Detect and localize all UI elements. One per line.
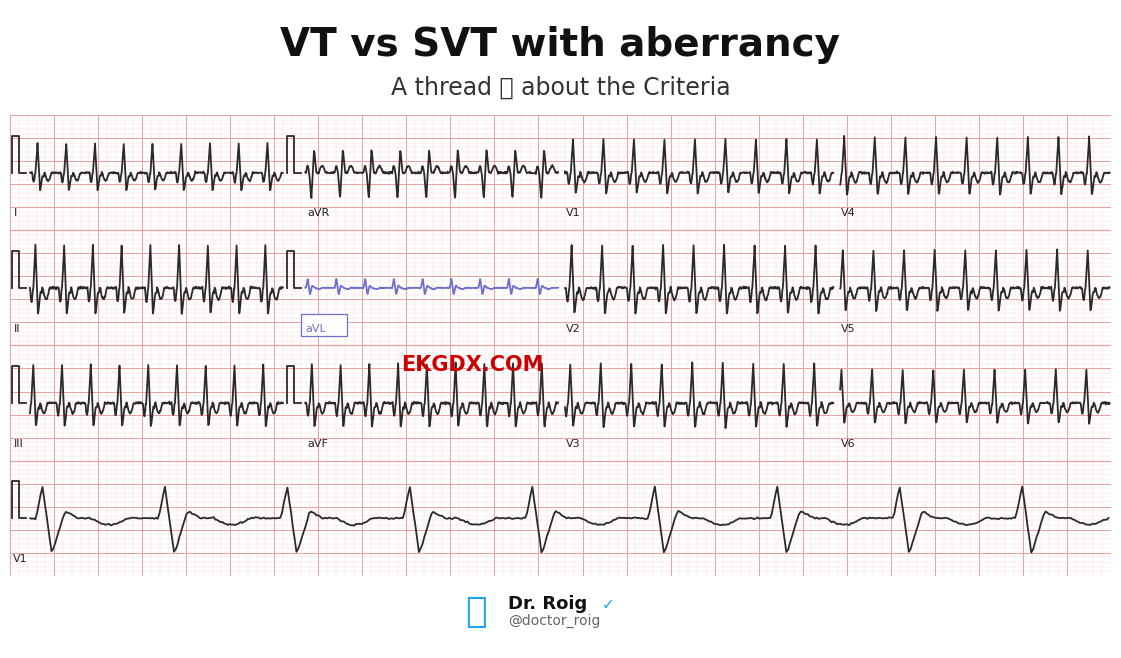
Text: V1: V1 (566, 209, 581, 218)
FancyBboxPatch shape (300, 314, 346, 336)
Text: @doctor_roig: @doctor_roig (508, 614, 600, 628)
Text: aVR: aVR (307, 209, 330, 218)
Text: V6: V6 (841, 439, 855, 449)
Text: III: III (13, 439, 24, 449)
Text: VT vs SVT with aberrancy: VT vs SVT with aberrancy (280, 26, 841, 64)
Text: aVF: aVF (307, 439, 328, 449)
Text: V1: V1 (13, 554, 28, 564)
Text: V5: V5 (841, 324, 855, 334)
Text: V4: V4 (841, 209, 856, 218)
Text: A thread 🧵 about the Criteria: A thread 🧵 about the Criteria (391, 76, 730, 99)
Text: Dr. Roig: Dr. Roig (508, 595, 587, 613)
Text: ✓: ✓ (602, 597, 614, 611)
Text: 🐦: 🐦 (465, 595, 488, 629)
Text: I: I (13, 209, 17, 218)
Text: EKGDX.COM: EKGDX.COM (401, 355, 544, 375)
Text: V2: V2 (566, 324, 581, 334)
Text: II: II (13, 324, 20, 334)
Text: V3: V3 (566, 439, 581, 449)
Text: aVL: aVL (305, 324, 326, 334)
